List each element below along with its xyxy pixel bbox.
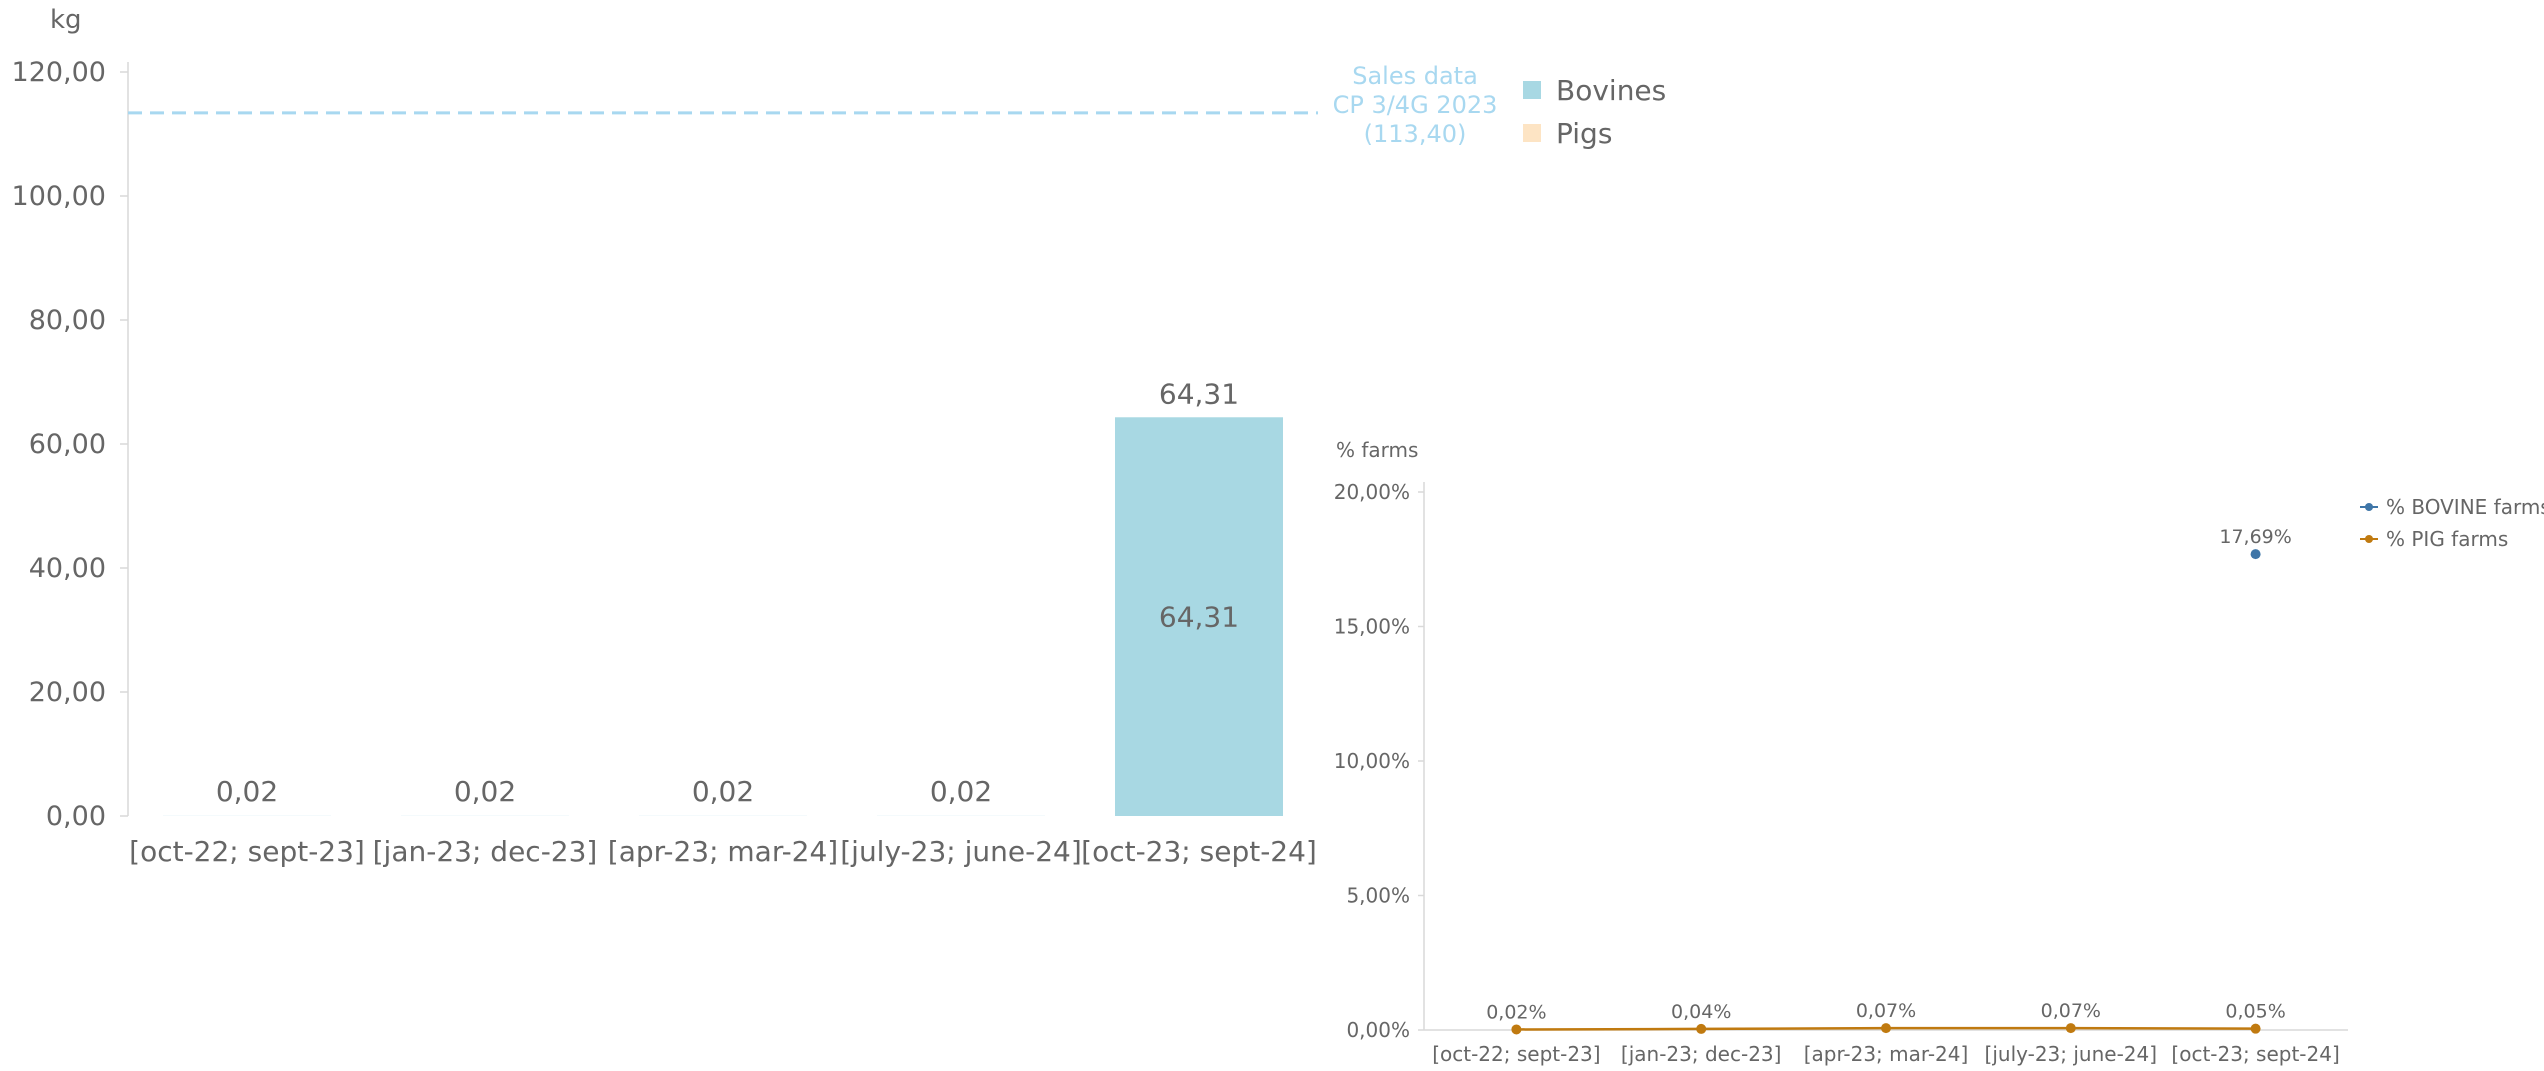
x-tick-label: [jan-23; dec-23] <box>1621 1042 1782 1066</box>
bar-total-label: 0,02 <box>930 775 992 808</box>
y-tick-label: 20,00% <box>1334 480 1410 504</box>
y-tick-label: 120,00 <box>12 57 106 88</box>
data-point <box>2250 549 2261 560</box>
legend-swatch <box>1523 81 1541 99</box>
data-label: 0,05% <box>2225 1001 2285 1023</box>
x-tick-label: [oct-22; sept-23] <box>1432 1042 1600 1066</box>
x-tick-label: [jan-23; dec-23] <box>373 835 598 868</box>
y-tick-label: 0,00 <box>46 801 106 832</box>
reference-line-label: (113,40) <box>1364 120 1467 148</box>
y-tick-label: 40,00 <box>29 553 106 584</box>
reference-line-label: CP 3/4G 2023 <box>1333 91 1498 119</box>
legend-marker <box>2365 535 2373 543</box>
x-tick-label: [oct-23; sept-24] <box>1081 835 1317 868</box>
x-tick-label: [apr-23; mar-24] <box>1804 1042 1969 1066</box>
bar-total-label: 0,02 <box>692 775 754 808</box>
line-chart-axes: % farms 0,00% 5,00% 10,00% 15,00% 20,00% [oct-… <box>1334 438 2348 1066</box>
data-point <box>2250 1023 2261 1034</box>
legend-label: % BOVINE farms <box>2386 495 2544 519</box>
data-label: 0,04% <box>1671 1001 1731 1023</box>
x-tick-label: [july-23; june-24] <box>1985 1042 2158 1066</box>
bar-chart-axes: kg 0,00 20,00 40,00 60,00 80,00 100,00 120,00 [o… <box>12 5 1317 868</box>
y-tick-label: 20,00 <box>29 677 106 708</box>
x-tick-label: [oct-23; sept-24] <box>2171 1042 2339 1066</box>
line-chart-marks: 17,69% 0,02% 0,04% 0,07% 0,07% 0,05% <box>1486 526 2292 1035</box>
y-tick-label: 80,00 <box>29 305 106 336</box>
legend-label: Bovines <box>1556 74 1666 107</box>
bar-total-label: 64,31 <box>1159 377 1239 410</box>
data-point <box>1881 1023 1891 1034</box>
y-tick-label: 15,00% <box>1334 615 1410 639</box>
data-label: 0,02% <box>1486 1001 1546 1023</box>
y-tick-label: 10,00% <box>1334 749 1410 773</box>
data-label: 17,69% <box>2219 526 2291 548</box>
x-tick-label: [july-23; june-24] <box>840 835 1082 868</box>
line-chart-legend: % BOVINE farms % PIG farms <box>2360 495 2544 551</box>
y-tick-label: 5,00% <box>1346 884 1410 908</box>
y-axis-title: kg <box>50 5 82 35</box>
legend-swatch <box>1523 124 1541 142</box>
data-point <box>2065 1023 2076 1034</box>
legend-label: % PIG farms <box>2386 527 2508 551</box>
legend-label: Pigs <box>1556 117 1612 150</box>
bar-total-label: 0,02 <box>454 775 516 808</box>
bar-segment-label: 64,31 <box>1159 601 1239 634</box>
x-tick-label: [oct-22; sept-23] <box>129 835 365 868</box>
data-label: 0,07% <box>1856 1000 1916 1022</box>
x-tick-label: [apr-23; mar-24] <box>608 835 838 868</box>
data-point <box>1696 1023 1707 1034</box>
y-tick-label: 60,00 <box>29 429 106 460</box>
data-point <box>1511 1024 1522 1035</box>
y-axis-title: % farms <box>1336 438 1418 462</box>
bar <box>1115 417 1283 816</box>
bar-chart-legend: Bovines Pigs <box>1523 74 1666 150</box>
y-tick-label: 0,00% <box>1346 1018 1410 1042</box>
y-tick-label: 100,00 <box>12 181 106 212</box>
legend-marker <box>2365 503 2373 511</box>
data-label: 0,07% <box>2041 1000 2101 1022</box>
reference-line-label: Sales data <box>1352 62 1478 90</box>
bar-total-label: 0,02 <box>216 775 278 808</box>
